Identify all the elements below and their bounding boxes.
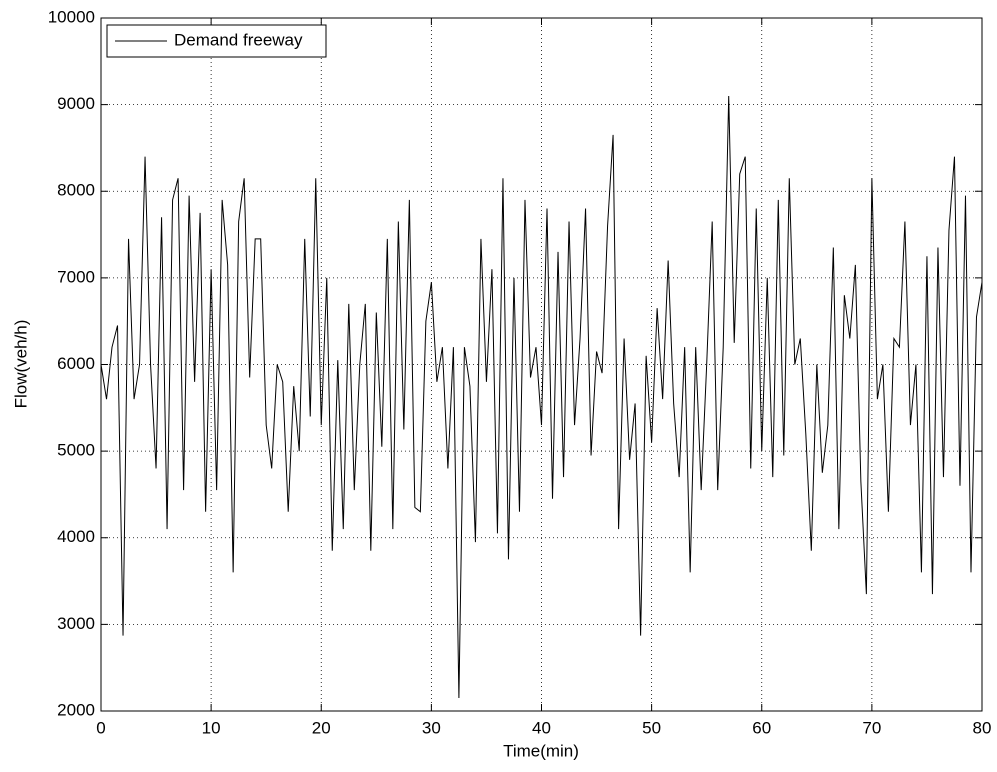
x-tick-label: 70 [862,718,881,737]
y-tick-label: 9000 [57,94,95,113]
x-tick-label: 50 [642,718,661,737]
y-tick-label: 2000 [57,700,95,719]
y-tick-label: 5000 [57,441,95,460]
y-tick-label: 6000 [57,354,95,373]
x-tick-label: 80 [973,718,992,737]
x-tick-label: 30 [422,718,441,737]
x-tick-label: 40 [532,718,551,737]
x-tick-label: 0 [96,718,105,737]
data-line [100,95,983,699]
legend-label: Demand freeway [174,30,303,49]
y-tick-label: 3000 [57,614,95,633]
y-tick-label: 4000 [57,527,95,546]
y-tick-label: 10000 [48,7,95,26]
plot-frame [100,17,983,712]
x-tick-label: 60 [752,718,771,737]
x-tick-label: 10 [202,718,221,737]
y-axis-label: Flow(veh/h) [11,320,30,409]
x-tick-label: 20 [312,718,331,737]
y-tick-label: 7000 [57,267,95,286]
y-tick-label: 8000 [57,181,95,200]
x-axis-label: Time(min) [503,741,579,760]
